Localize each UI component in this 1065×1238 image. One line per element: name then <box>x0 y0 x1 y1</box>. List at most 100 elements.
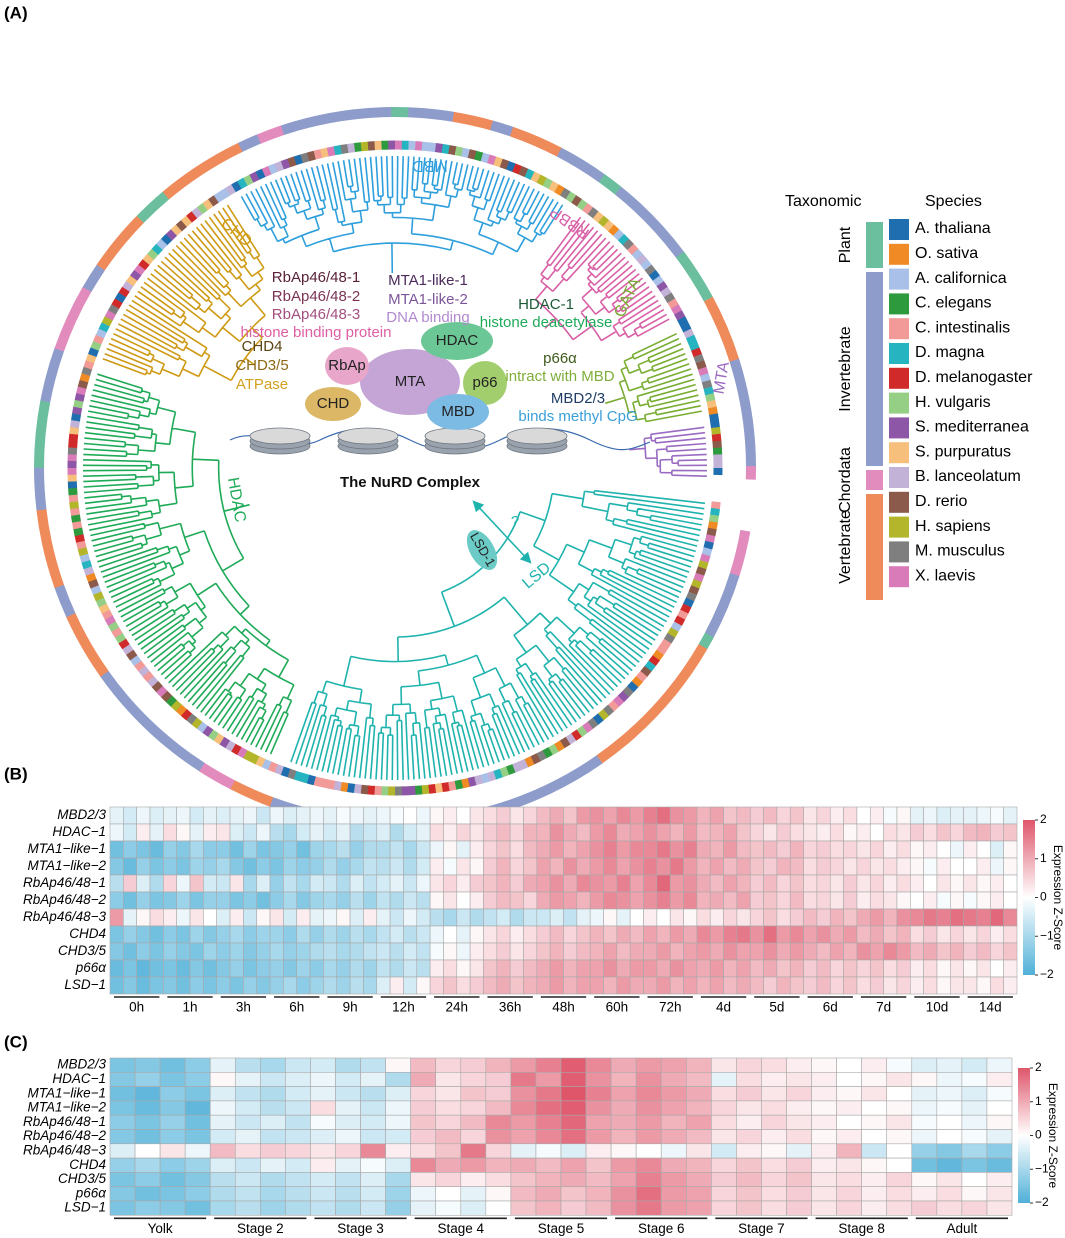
heat-cell <box>376 942 391 961</box>
panel-label: (A) <box>4 3 28 22</box>
heat-cell <box>696 806 711 825</box>
heat-cell <box>961 1072 988 1087</box>
heat-cell <box>990 959 1004 978</box>
heat-cell <box>389 942 404 961</box>
species-ring <box>554 740 565 752</box>
heat-cell <box>234 1129 261 1145</box>
heat-cell <box>485 1129 512 1145</box>
heat-cell <box>283 959 298 978</box>
species-ring <box>249 171 260 183</box>
taxonomic-ring <box>667 644 708 696</box>
heat-cell <box>429 823 444 842</box>
heat-cell <box>761 1186 787 1202</box>
heat-cell <box>963 857 978 876</box>
heat-cell <box>460 1072 487 1087</box>
heat-cell <box>535 1200 562 1216</box>
heat-cell <box>483 959 498 978</box>
heat-cell <box>660 1129 687 1145</box>
species-ring <box>695 360 707 370</box>
taxonomic-ring <box>490 120 514 137</box>
heat-cell <box>523 891 538 910</box>
heat-cell <box>576 874 591 893</box>
species-ring <box>147 248 159 260</box>
species-ring <box>635 671 648 683</box>
heat-cell <box>629 874 644 893</box>
heat-cell <box>749 976 764 995</box>
heat-cell <box>376 806 391 825</box>
heat-cell <box>336 976 351 995</box>
species-ring <box>626 681 639 693</box>
arrow <box>472 500 532 564</box>
species-ring <box>473 774 484 786</box>
heat-cell <box>189 925 204 944</box>
taxonomic-ring <box>280 113 330 135</box>
heat-cell <box>385 1114 411 1130</box>
heat-cell <box>109 1100 136 1116</box>
annotation: histone deacetylase <box>480 314 613 331</box>
heat-cell <box>643 925 658 944</box>
species-ring <box>428 142 437 153</box>
species-ring <box>677 316 689 327</box>
species-ring <box>598 215 610 228</box>
heat-cell <box>323 874 338 893</box>
heat-cell <box>585 1172 612 1188</box>
heat-cell <box>763 959 778 978</box>
heat-cell <box>576 908 591 927</box>
heat-cell <box>736 1157 762 1173</box>
heat-cell <box>829 840 844 859</box>
heat-cell <box>403 925 418 944</box>
heat-cell <box>429 874 444 893</box>
species-ring <box>548 743 559 756</box>
colorbar <box>1018 1068 1030 1203</box>
heat-cell <box>443 942 458 961</box>
heat-cell <box>283 925 298 944</box>
heat-cell <box>811 1172 837 1188</box>
heat-cell <box>936 976 951 995</box>
heat-cell <box>961 1100 988 1116</box>
heat-cell <box>209 1114 236 1130</box>
heat-cell <box>950 874 964 893</box>
heat-cell <box>256 823 271 842</box>
heat-cell <box>176 976 191 995</box>
group-label: 5d <box>769 1000 784 1015</box>
heat-cell <box>403 857 418 876</box>
heat-cell <box>776 823 791 842</box>
heat-cell <box>435 1129 462 1145</box>
heat-cell <box>376 959 391 978</box>
heat-cell <box>563 874 578 893</box>
row-label: MBD2/3 <box>57 807 106 822</box>
heat-cell <box>576 959 591 978</box>
heat-cell <box>136 959 151 978</box>
heat-cell <box>243 840 258 859</box>
heat-cell <box>269 840 284 859</box>
heat-cell <box>816 874 831 893</box>
heat-cell <box>256 976 271 995</box>
heat-cell <box>923 976 938 995</box>
heat-cell <box>603 925 618 944</box>
heat-cell <box>460 1086 487 1102</box>
heat-cell <box>234 1143 261 1159</box>
species-ring <box>710 507 720 517</box>
heat-cell <box>1003 959 1018 978</box>
heat-cell <box>184 1172 211 1188</box>
species-ring <box>699 373 711 383</box>
heat-cell <box>496 942 511 961</box>
heat-cell <box>335 1100 361 1116</box>
heat-cell <box>269 925 284 944</box>
species-ring <box>660 638 672 650</box>
heat-cell <box>629 908 644 927</box>
heat-cell <box>936 1072 963 1087</box>
heat-cell <box>363 959 378 978</box>
heat-cell <box>961 1172 988 1188</box>
heat-cell <box>763 857 778 876</box>
complex-subunit <box>427 394 489 430</box>
heat-cell <box>134 1157 161 1173</box>
species-ring <box>414 785 423 795</box>
heat-cell <box>216 942 231 961</box>
heat-cell <box>269 908 284 927</box>
heat-cell <box>184 1200 211 1216</box>
heat-cell <box>560 1157 587 1173</box>
heat-cell <box>990 857 1004 876</box>
species-ring <box>95 597 107 608</box>
heat-cell <box>861 1157 888 1173</box>
